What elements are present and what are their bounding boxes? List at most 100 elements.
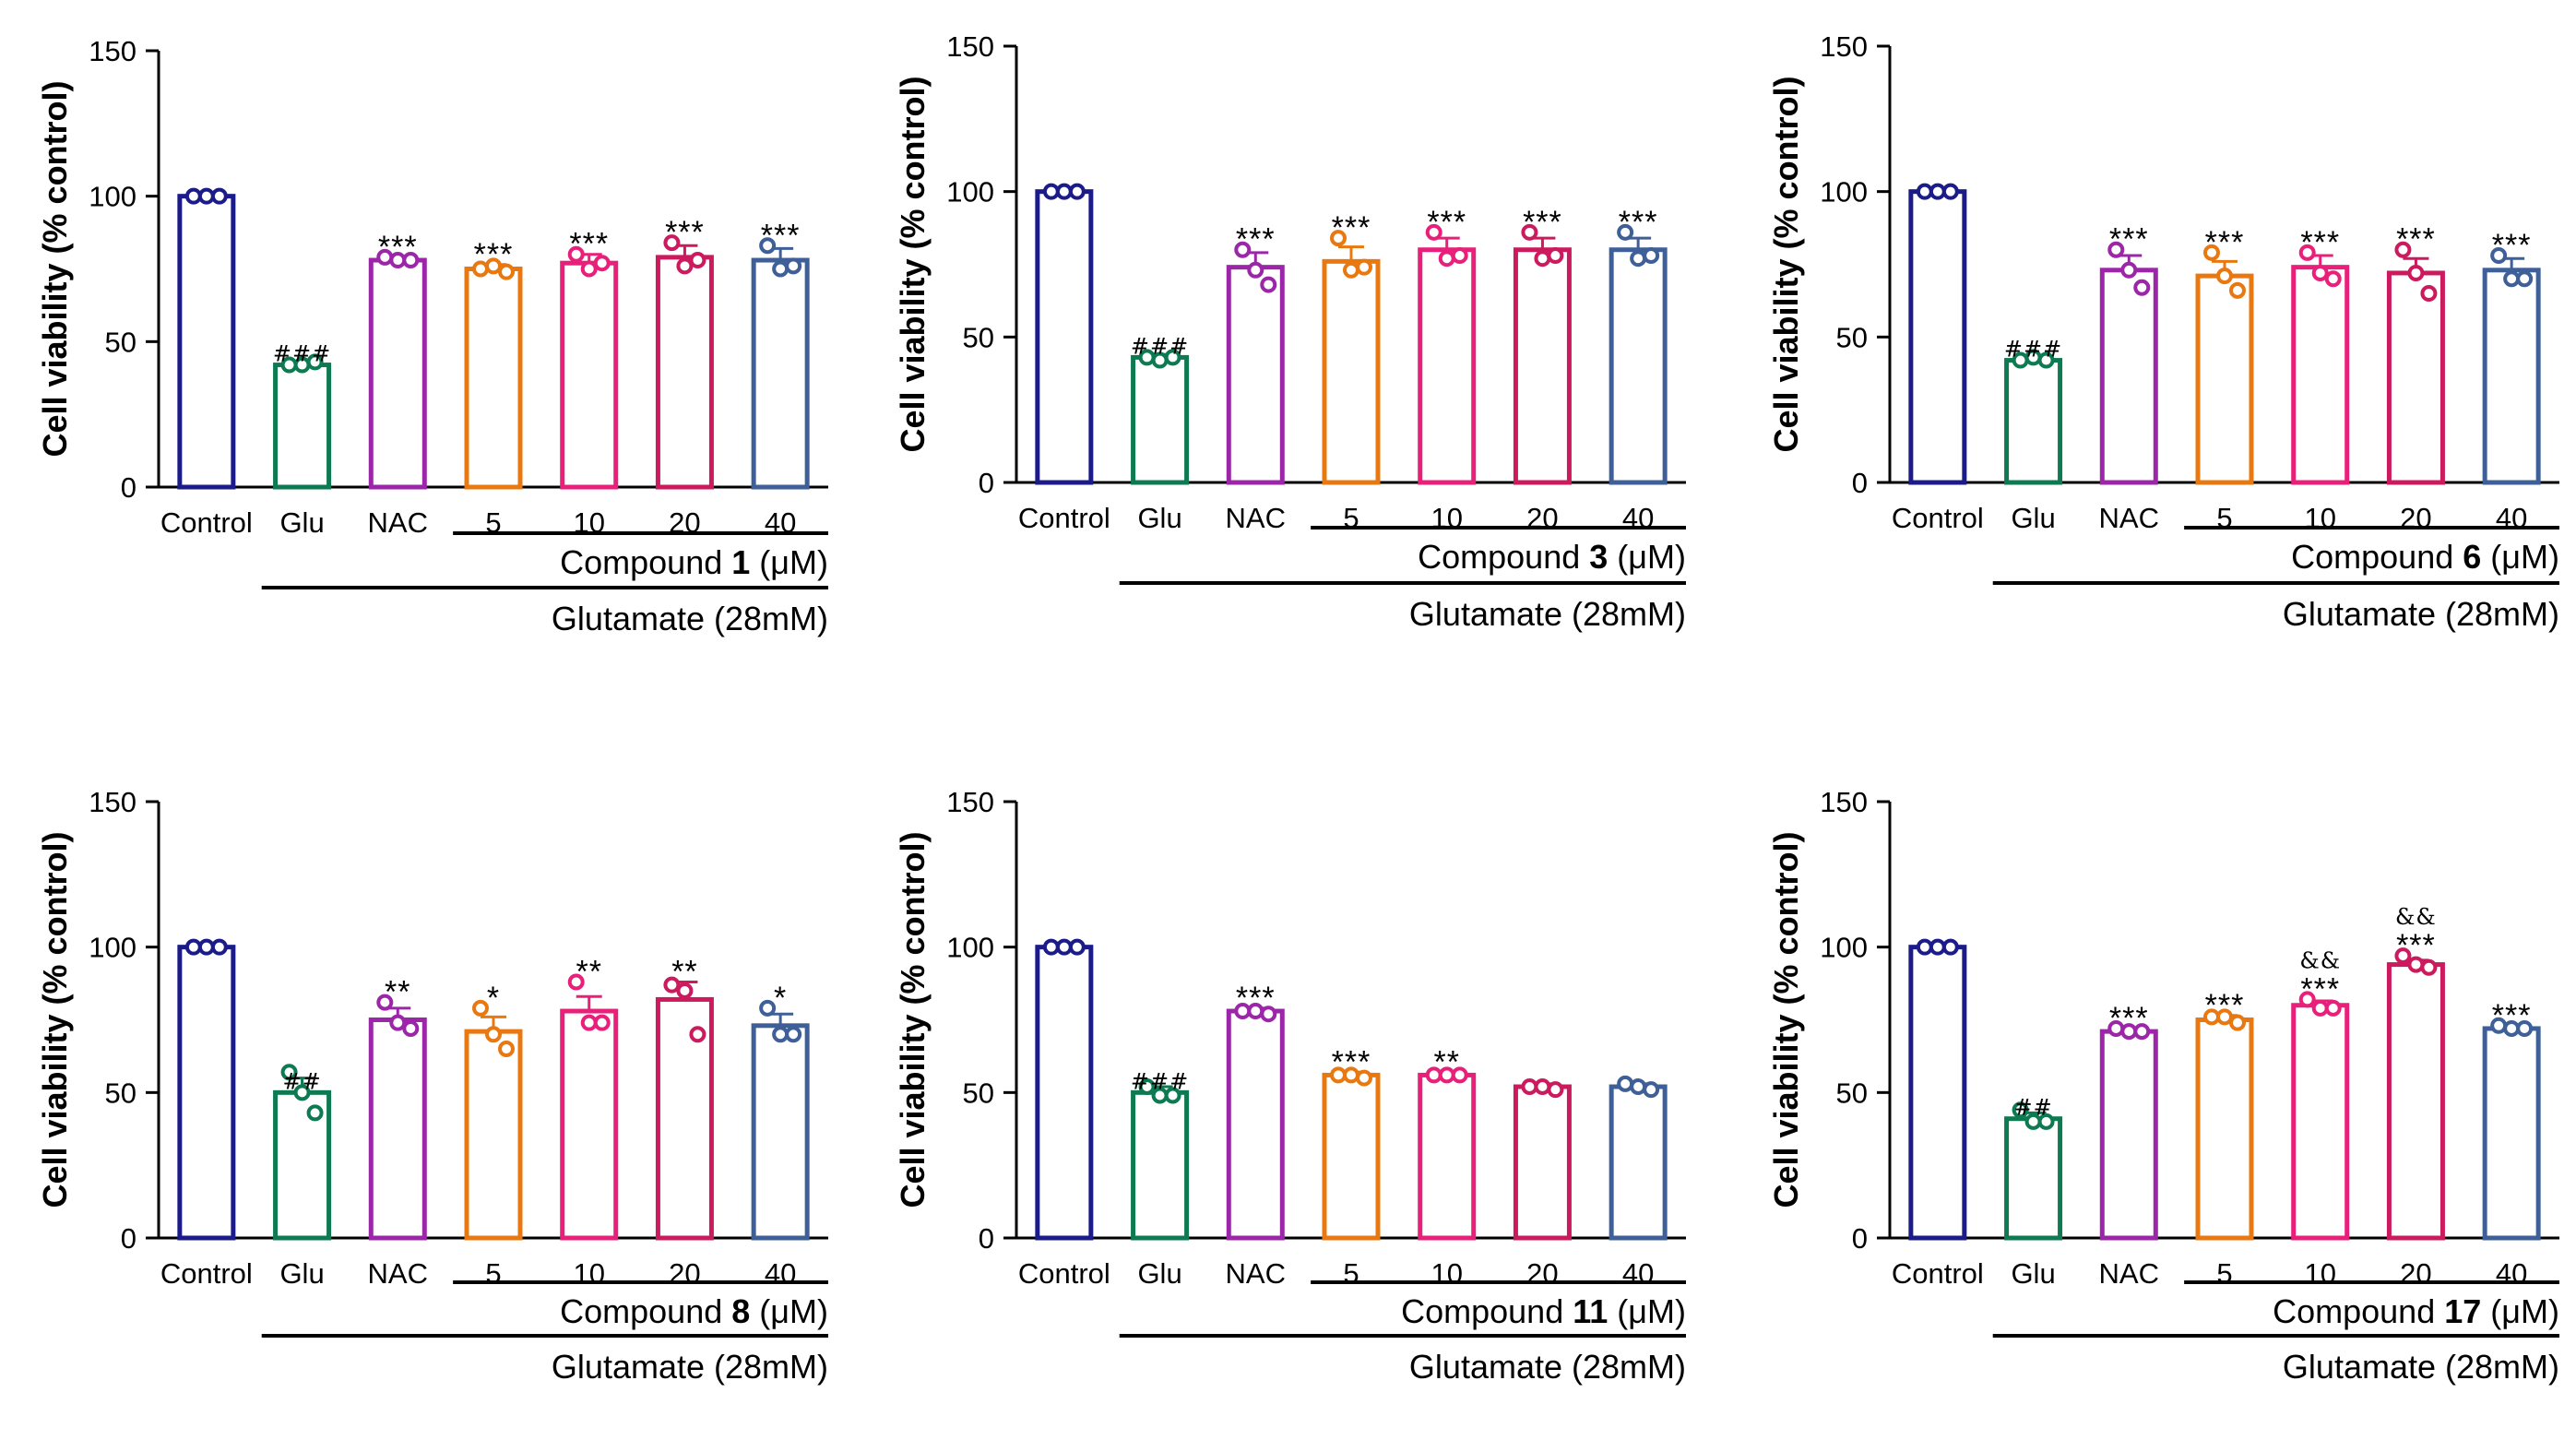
data-point [485, 1026, 502, 1043]
compound-label: Compound 17 (μM) [2273, 1292, 2559, 1330]
data-point [772, 1026, 789, 1043]
bar-20 [655, 255, 714, 490]
data-point [402, 252, 420, 269]
data-point [580, 1014, 598, 1031]
y-tick-label: 50 [1836, 1077, 1868, 1109]
data-point [2516, 270, 2534, 288]
data-point [402, 1019, 420, 1037]
y-tick-label: 100 [1820, 176, 1868, 208]
bar-Glu [1131, 354, 1190, 485]
x-tick-label: Control [1018, 1257, 1110, 1290]
data-point [2012, 1101, 2029, 1119]
data-point [689, 1026, 706, 1043]
data-point [293, 1084, 311, 1101]
significance-marker: *** [474, 237, 514, 272]
significance-marker: *** [2396, 222, 2436, 257]
significance-marker: *** [2205, 988, 2245, 1023]
glutamate-label: Glutamate (28mM) [552, 1348, 828, 1386]
significance-marker: *** [2396, 928, 2436, 963]
data-point [2216, 268, 2233, 285]
data-point [2324, 999, 2342, 1017]
chart-panel-compound-11: 0 50 100 150 Cell viability (% control) Contr… [894, 786, 1686, 1386]
data-point [2420, 958, 2438, 976]
bar-Glu [273, 363, 332, 490]
data-point [1941, 938, 1959, 956]
significance-marker: *** [2205, 225, 2245, 260]
data-point [580, 260, 598, 278]
significance-marker: *** [665, 215, 705, 250]
x-tick-label: 20 [2400, 1257, 2431, 1290]
significance-marker: ### [1131, 1068, 1189, 1094]
significance-marker: *** [2492, 228, 2532, 263]
y-tick-label: 100 [946, 176, 994, 208]
data-point [2216, 1008, 2233, 1026]
x-tick-label: Glu [2011, 502, 2055, 534]
bar-NAC [2099, 268, 2158, 485]
bar-NAC [368, 257, 427, 490]
x-tick-label: 10 [573, 1257, 604, 1290]
bar-40 [1609, 247, 1668, 485]
data-point [2037, 1113, 2055, 1130]
y-tick-label: 50 [963, 1077, 994, 1109]
x-tick-label: 40 [1622, 1257, 1654, 1290]
data-point [485, 257, 502, 275]
y-tick-label: 50 [105, 1077, 137, 1109]
data-point [306, 1104, 324, 1122]
x-tick-label: Glu [1137, 502, 1181, 534]
data-point [1260, 1006, 1277, 1023]
data-point [1547, 247, 1564, 265]
glutamate-label: Glutamate (28mM) [1409, 1348, 1686, 1386]
significance-marker: ** [671, 955, 697, 990]
data-point [1916, 183, 1933, 200]
significance-marker: *** [2492, 998, 2532, 1033]
data-point [1929, 183, 1946, 200]
data-point [2394, 947, 2412, 965]
data-point [184, 938, 202, 956]
y-tick-label: 150 [89, 35, 137, 67]
bar-10 [2291, 265, 2350, 485]
data-point [1521, 223, 1538, 241]
x-tick-label: 10 [1430, 1257, 1462, 1290]
y-tick-label: 150 [1820, 786, 1868, 818]
significance-marker: *** [1332, 210, 1371, 245]
bar-5 [464, 267, 523, 490]
bar-Control [1908, 945, 1967, 1241]
data-point [210, 187, 228, 205]
data-point [498, 1041, 515, 1058]
significance-marker: *** [2300, 971, 2340, 1006]
data-point [1438, 250, 1455, 268]
bar-10 [560, 260, 619, 490]
significance-marker: *** [378, 230, 418, 265]
data-point [2133, 279, 2151, 296]
bar-NAC [2099, 1029, 2158, 1241]
bar-10 [1418, 1072, 1477, 1241]
significance-marker: *** [569, 227, 609, 262]
data-point [2037, 351, 2055, 369]
data-point [1929, 938, 1946, 956]
significance-marker: ## [2013, 1095, 2052, 1121]
data-point [1643, 247, 1660, 265]
data-point [1534, 1078, 1551, 1096]
data-point [1534, 250, 1551, 268]
data-point [2229, 281, 2246, 299]
bar-5 [1322, 1072, 1381, 1241]
data-point [2394, 241, 2412, 258]
data-point [785, 257, 802, 275]
x-tick-label: Control [1892, 502, 1984, 534]
data-point [1138, 1078, 1156, 1096]
x-tick-label: NAC [1226, 502, 1286, 534]
significance-marker: *** [1236, 981, 1276, 1016]
data-point [1630, 1078, 1647, 1096]
x-tick-label: Control [1892, 1257, 1984, 1290]
data-point [2324, 270, 2342, 288]
data-point [2407, 264, 2425, 281]
significance-marker: *** [1619, 205, 1658, 240]
glutamate-label: Glutamate (28mM) [2283, 1348, 2559, 1386]
data-point [689, 252, 706, 269]
data-point [1425, 223, 1442, 241]
y-tick-label: 150 [946, 786, 994, 818]
y-tick-label: 0 [979, 1222, 994, 1255]
data-point [1164, 349, 1181, 366]
data-point [2203, 244, 2220, 261]
data-point [759, 999, 777, 1017]
